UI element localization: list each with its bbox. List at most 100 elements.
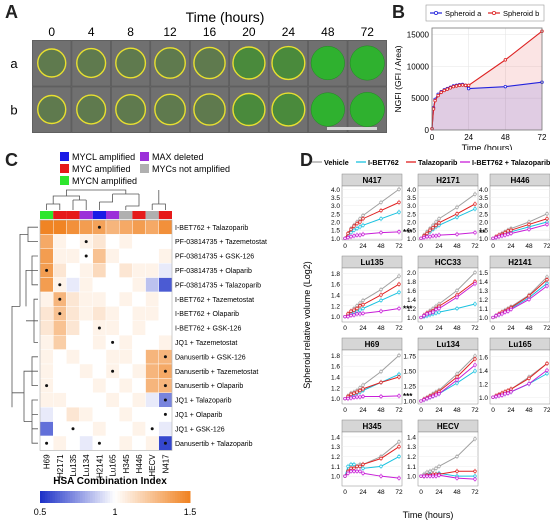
heatmap-cell bbox=[132, 421, 146, 437]
series-point bbox=[397, 306, 401, 311]
heatmap-cell bbox=[39, 248, 54, 264]
column-annotation bbox=[92, 211, 106, 219]
y-tick-label: 1.6 bbox=[331, 364, 340, 371]
series-point bbox=[434, 311, 438, 315]
scale-gradient-step bbox=[70, 491, 73, 503]
series-point bbox=[454, 84, 459, 88]
heatmap-cell bbox=[105, 234, 120, 250]
series-point bbox=[355, 306, 359, 311]
heatmap-cell bbox=[145, 291, 160, 307]
y-tick-label: 1.2 bbox=[479, 297, 488, 304]
scale-gradient-step bbox=[95, 491, 98, 503]
heatmap-cell bbox=[79, 407, 93, 422]
scale-gradient-step bbox=[147, 491, 151, 503]
y-tick-label: 2.0 bbox=[407, 270, 416, 277]
series-point bbox=[437, 464, 441, 469]
scale-gradient-step bbox=[142, 491, 146, 503]
significance-dot bbox=[111, 369, 115, 373]
series-point bbox=[349, 309, 353, 313]
y-tick-label: 1.4 bbox=[331, 375, 340, 382]
spheroid bbox=[37, 48, 67, 78]
scale-gradient-step bbox=[100, 491, 103, 503]
series-point bbox=[503, 392, 507, 396]
heatmap-cell bbox=[132, 234, 146, 250]
series-point bbox=[349, 392, 353, 396]
series-point bbox=[503, 84, 508, 89]
series-point bbox=[343, 474, 347, 478]
legend-label: MYCL amplified bbox=[72, 152, 135, 162]
heatmap-cell bbox=[145, 248, 160, 264]
heatmap-cell bbox=[118, 219, 133, 235]
series-point bbox=[431, 107, 436, 111]
series-point bbox=[397, 445, 401, 449]
heatmap-cell bbox=[105, 291, 120, 307]
heatmap-cell bbox=[39, 349, 54, 365]
legend-label: MYCs not amplified bbox=[152, 164, 230, 174]
heatmap-cell bbox=[66, 248, 80, 264]
heatmap-cell bbox=[53, 363, 67, 379]
y-tick-label: 1.4 bbox=[479, 279, 488, 286]
series-point bbox=[455, 205, 459, 209]
column-label: Lu165 bbox=[109, 454, 118, 477]
series-point bbox=[497, 394, 501, 398]
spheroid bbox=[271, 45, 306, 81]
facet: HCC33 1.0 1.2 1.4 1.6 1.8 2.0 0 24 48 72 bbox=[407, 255, 479, 332]
series-point bbox=[379, 309, 383, 313]
significance-dot bbox=[58, 283, 62, 287]
series-point bbox=[361, 394, 365, 399]
time-label: 72 bbox=[361, 25, 375, 39]
heatmap-cell bbox=[132, 435, 146, 451]
heatmap-cell bbox=[132, 306, 146, 321]
series-point bbox=[506, 391, 510, 395]
series-point bbox=[431, 474, 435, 478]
series-point bbox=[379, 200, 383, 205]
heatmap-cell bbox=[105, 407, 120, 422]
heatmap-cell bbox=[158, 306, 173, 321]
x-tick-label: 72 bbox=[471, 489, 479, 496]
series-point bbox=[397, 353, 401, 358]
y-tick-label: 4.0 bbox=[479, 187, 488, 194]
legend-swatch bbox=[140, 152, 149, 161]
significance-dot bbox=[58, 312, 62, 316]
heatmap-cell bbox=[118, 320, 133, 336]
significance-dot bbox=[163, 355, 167, 359]
scale-gradient-step bbox=[65, 491, 68, 503]
x-tick-label: 0 bbox=[430, 133, 435, 142]
series-point bbox=[428, 474, 432, 478]
heatmap-cell bbox=[118, 349, 133, 365]
series-point bbox=[473, 230, 477, 235]
heatmap-cell bbox=[66, 378, 80, 393]
heatmap-cell bbox=[39, 320, 54, 336]
facet: Lu165 1.0 1.2 1.4 1.6 0 24 48 72 bbox=[479, 337, 550, 414]
heatmap-cell bbox=[118, 291, 133, 307]
legend-label: Spheroid a bbox=[445, 9, 482, 18]
heatmap-cell bbox=[92, 407, 107, 422]
series-point bbox=[379, 369, 383, 374]
spheroid bbox=[115, 47, 147, 79]
heatmap-cell bbox=[132, 392, 146, 408]
significance-label: *** bbox=[403, 305, 413, 314]
heatmap-cell bbox=[105, 349, 120, 365]
series-point bbox=[397, 375, 401, 379]
scale-gradient-step bbox=[145, 491, 148, 503]
series-point bbox=[397, 200, 401, 205]
series-point bbox=[425, 312, 429, 316]
scale-gradient-step bbox=[57, 491, 61, 503]
x-tick-label: 0 bbox=[343, 243, 347, 250]
series-point bbox=[434, 466, 438, 470]
heatmap-cell bbox=[132, 219, 146, 235]
series-point bbox=[379, 293, 383, 297]
y-tick-label: 1.2 bbox=[479, 381, 488, 388]
significance-dot bbox=[84, 254, 88, 258]
x-tick-label: 0 bbox=[343, 407, 347, 414]
scale-gradient-step bbox=[72, 491, 76, 503]
series-point bbox=[355, 312, 359, 316]
scale-gradient-step bbox=[47, 491, 51, 503]
scale-gradient-step bbox=[112, 491, 116, 503]
series-point bbox=[491, 236, 495, 241]
x-tick-label: 72 bbox=[538, 133, 547, 142]
scale-gradient-step bbox=[137, 491, 141, 503]
x-tick-label: 24 bbox=[464, 133, 473, 142]
